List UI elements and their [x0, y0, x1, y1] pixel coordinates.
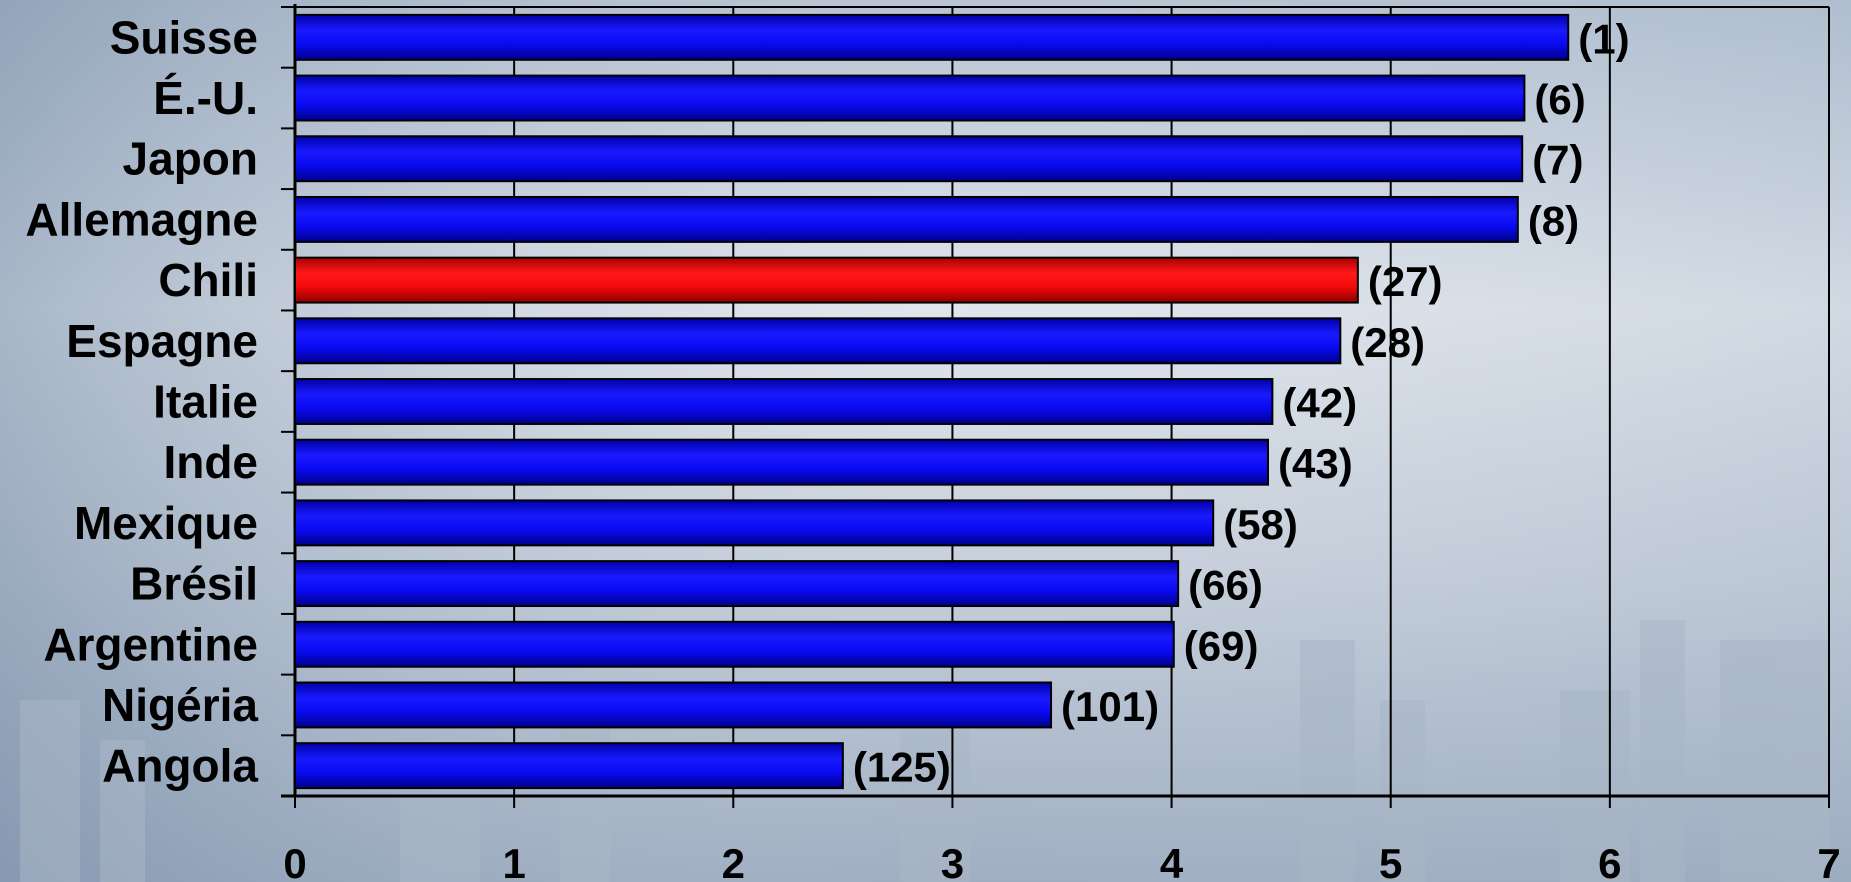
x-tick-label: 1	[502, 840, 525, 882]
rank-label: (42)	[1282, 380, 1357, 427]
bar	[294, 560, 1180, 608]
rank-label: (27)	[1368, 258, 1443, 305]
bar	[294, 681, 1053, 729]
x-tick-label: 3	[941, 840, 964, 882]
bar	[294, 317, 1342, 365]
category-label: Suisse	[110, 11, 258, 63]
labels: 0 1 2 3 4 5 6 7 Suisse (1) É.-U. (6) Japon (7) Allemag…	[25, 11, 1840, 882]
category-label: É.-U.	[153, 72, 258, 124]
bars	[294, 13, 1570, 790]
bar	[294, 438, 1269, 486]
rank-label: (43)	[1278, 440, 1353, 487]
bar	[294, 13, 1570, 61]
category-label: Inde	[163, 436, 258, 488]
rank-label: (125)	[853, 744, 951, 791]
category-label: Japon	[123, 133, 258, 185]
category-label: Chili	[158, 254, 258, 306]
x-tick-label: 0	[283, 840, 306, 882]
rank-label: (69)	[1184, 622, 1259, 669]
x-tick-label: 6	[1598, 840, 1621, 882]
rank-label: (1)	[1578, 15, 1629, 62]
bar	[294, 378, 1274, 425]
rank-label: (66)	[1188, 562, 1263, 609]
bar-highlight	[294, 256, 1359, 304]
bar	[294, 195, 1519, 243]
x-tick-label: 4	[1160, 840, 1184, 882]
category-label: Mexique	[74, 497, 258, 549]
bar	[294, 74, 1526, 122]
x-tick-label: 2	[722, 840, 745, 882]
category-label: Italie	[153, 376, 258, 428]
rank-label: (101)	[1061, 683, 1159, 730]
bar	[294, 499, 1215, 547]
rank-label: (28)	[1350, 319, 1425, 366]
bar	[294, 135, 1524, 183]
rank-label: (8)	[1528, 197, 1579, 244]
category-label: Allemagne	[25, 193, 258, 245]
category-label: Nigéria	[102, 679, 258, 731]
bar	[294, 742, 844, 790]
category-label: Brésil	[130, 558, 258, 610]
rank-label: (58)	[1223, 501, 1298, 548]
bar	[294, 620, 1175, 668]
rank-label: (6)	[1534, 76, 1585, 123]
category-label: Espagne	[66, 315, 258, 367]
category-label: Argentine	[43, 618, 258, 670]
category-label: Angola	[102, 740, 258, 792]
x-tick-label: 7	[1817, 840, 1840, 882]
rank-label: (7)	[1532, 137, 1583, 184]
x-tick-label: 5	[1379, 840, 1402, 882]
